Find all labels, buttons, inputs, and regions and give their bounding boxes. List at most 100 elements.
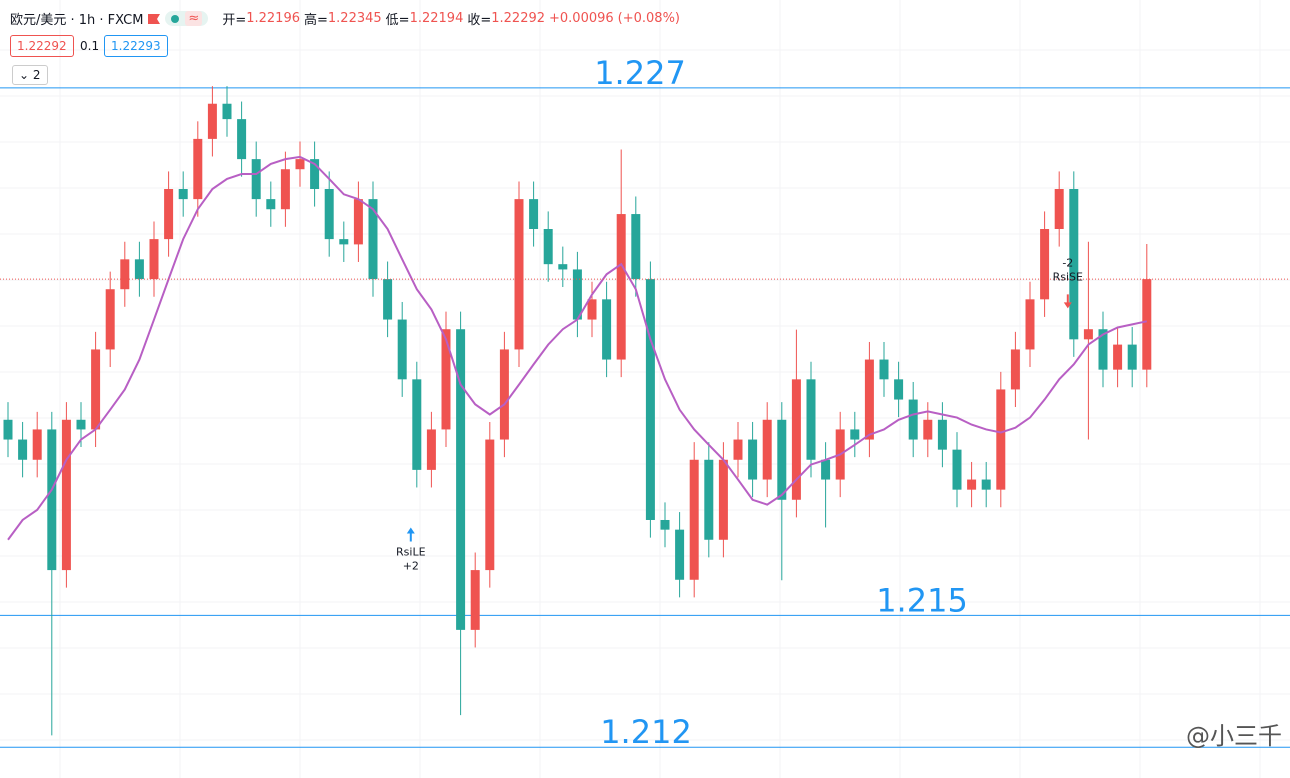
candle-body — [1142, 279, 1152, 370]
candle-body — [134, 259, 144, 280]
candle-body — [222, 103, 232, 120]
candle-body — [456, 329, 466, 630]
candle-body — [1010, 349, 1020, 390]
ohlc-value: 1.22194 — [409, 11, 464, 26]
symbol-title: 欧元/美元 · 1h · FXCM — [10, 13, 144, 28]
candle-body — [32, 429, 42, 460]
candle-body — [397, 319, 407, 380]
candle-body — [748, 439, 758, 480]
candle-body — [499, 349, 509, 440]
candle-body — [704, 459, 714, 540]
approx-icon: ≈ — [185, 11, 203, 26]
candle-body — [310, 159, 320, 190]
candle-body — [251, 159, 261, 200]
candle-body — [879, 359, 889, 380]
candle-body — [339, 239, 349, 245]
candle-body — [164, 189, 174, 240]
candle-body — [324, 189, 334, 240]
flag-icon — [148, 13, 161, 24]
candle-body — [923, 419, 933, 440]
ohlc-value: 1.22292 — [491, 11, 546, 26]
candle-body — [718, 459, 728, 540]
candle-body — [967, 479, 977, 490]
candle-body — [616, 214, 626, 360]
candle-body — [675, 529, 685, 580]
candle-body — [791, 379, 801, 500]
status-pill[interactable]: ≈ — [165, 11, 209, 26]
candle-body — [631, 214, 641, 280]
candle-body — [266, 199, 276, 210]
candle-body — [514, 199, 524, 350]
indicator-count: 2 — [32, 68, 41, 82]
candle-body — [485, 439, 495, 571]
bid-button[interactable]: 1.22292 — [10, 35, 74, 57]
candle-body — [981, 479, 991, 490]
candle-body — [1040, 229, 1050, 300]
candle-body — [850, 429, 860, 440]
level-label: 1.227 — [594, 54, 686, 92]
candle-body — [18, 439, 28, 460]
candle-body — [1054, 189, 1064, 230]
candle-body — [178, 189, 188, 200]
indicator-toggle[interactable]: ⌄ 2 — [12, 65, 48, 85]
candle-body — [237, 119, 247, 160]
candle-body — [368, 199, 378, 280]
candle-body — [149, 239, 159, 280]
candle-body — [645, 279, 655, 520]
candle-body — [952, 449, 962, 490]
candle-body — [908, 399, 918, 440]
candle-body — [412, 379, 422, 470]
signal-label: RsiLE — [396, 545, 426, 558]
ohlc-value: 1.22196 — [246, 11, 300, 26]
candle-body — [821, 459, 831, 480]
candle-body — [937, 419, 947, 450]
candle-body — [762, 419, 772, 480]
spread: 0.1 — [80, 39, 100, 53]
watermark: @小三千 — [1186, 722, 1282, 750]
candle-body — [470, 570, 480, 630]
candle-body — [353, 199, 363, 245]
signal-arrow — [1063, 294, 1072, 309]
candle-body — [996, 389, 1006, 490]
candle-body — [426, 429, 436, 470]
candle-body — [733, 439, 743, 460]
candle-body — [1098, 329, 1108, 370]
candle-body — [207, 103, 217, 139]
ohlc-label: 收= — [467, 13, 492, 28]
candle-body — [383, 279, 393, 320]
candle-body — [1127, 344, 1137, 370]
signal-qty: +2 — [403, 559, 419, 572]
candle-body — [806, 379, 816, 460]
candle-body — [105, 289, 115, 350]
ohlc-label: 开= — [222, 13, 247, 28]
candle-body — [1069, 189, 1079, 340]
candle-body — [1083, 329, 1093, 340]
candle-body — [441, 329, 451, 430]
candle-body — [91, 349, 101, 430]
candle-body — [529, 199, 539, 230]
candle-body — [602, 299, 612, 360]
signal-qty: -2 — [1062, 256, 1073, 269]
candle-body — [3, 419, 13, 440]
level-label: 1.215 — [876, 581, 968, 619]
status-dot — [171, 14, 180, 23]
candle-body — [193, 138, 203, 200]
candle-body — [543, 229, 553, 265]
candle-body — [777, 419, 787, 500]
candle-body — [61, 419, 71, 571]
candle-body — [558, 264, 568, 270]
candle-body — [864, 359, 874, 440]
ask-button[interactable]: 1.22293 — [104, 35, 168, 57]
signal-label: RsiSE — [1053, 270, 1083, 283]
candle-body — [295, 159, 305, 170]
candle-body — [280, 169, 290, 210]
ohlc-label: 高= — [304, 13, 328, 28]
change-pct: (+0.08%) — [617, 11, 681, 26]
candle-body — [894, 379, 904, 400]
candle-body — [76, 419, 86, 430]
moving-average — [7, 155, 1148, 541]
candle-body — [1113, 344, 1123, 370]
ohlc-value: 1.22345 — [327, 11, 382, 26]
signal-arrow — [406, 527, 415, 542]
candle-body — [587, 299, 597, 320]
